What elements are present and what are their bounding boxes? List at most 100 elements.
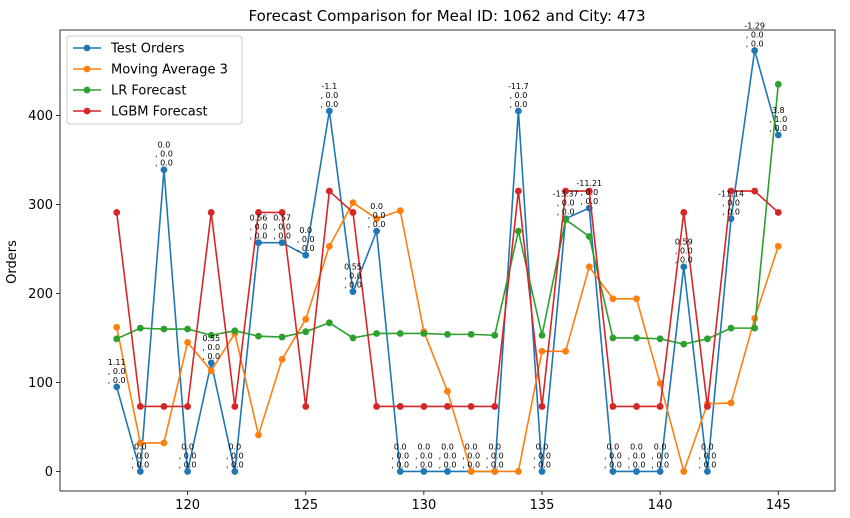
data-label-line: , 0.0 [486, 460, 504, 469]
data-label-line: , 0.0 [651, 460, 669, 469]
data-label-line: , 0.0 [557, 199, 575, 208]
y-tick-label: 0 [45, 465, 53, 480]
data-point [562, 347, 570, 355]
data-point [680, 340, 688, 348]
data-point [349, 334, 357, 342]
data-point [562, 187, 570, 195]
data-label-line: , 0.0 [368, 211, 386, 220]
data-point [396, 330, 404, 337]
data-label-line: , 0.0 [391, 460, 409, 469]
data-point [184, 403, 191, 410]
data-label: 1.11, 0.0, 0.0 [108, 358, 126, 385]
data-label: 0.0, 0.0, 0.0 [486, 442, 504, 469]
data-point [774, 242, 782, 250]
data-label: -1.29, 0.0, 0.0 [744, 21, 765, 48]
series-lr-forecast [113, 80, 782, 348]
data-point [325, 107, 333, 115]
legend-entry: Test Orders [73, 42, 185, 57]
data-label-line: 0.59 [675, 238, 693, 247]
data-point [278, 333, 286, 341]
data-point [467, 403, 475, 410]
data-point [113, 335, 121, 343]
data-point [444, 330, 451, 338]
data-label-line: , 0.0 [344, 272, 362, 281]
data-point [633, 334, 640, 342]
data-label-line: -1.1 [322, 82, 338, 91]
data-label-line: -11.21 [576, 179, 602, 188]
data-label: 0.0, 0.0, 0.0 [131, 442, 149, 469]
data-label-line: 0.0 [630, 442, 643, 451]
series-line [115, 190, 779, 408]
data-label-line: , 1.0 [769, 115, 787, 124]
legend-entry: LR Forecast [73, 84, 186, 99]
data-point [420, 330, 428, 337]
x-tick-label: 130 [411, 498, 436, 513]
data-label: -11.21, 0.0, 0.0 [576, 179, 602, 206]
legend-marker [83, 107, 91, 115]
data-point [302, 328, 310, 336]
data-label-line: , 0.0 [320, 91, 338, 100]
data-label-line: , 0.0 [391, 451, 409, 460]
data-label-line: , 0.0 [415, 451, 433, 460]
x-tick-label: 140 [648, 498, 673, 513]
data-point [231, 403, 239, 410]
data-point [538, 468, 546, 475]
data-label-line: 0.0 [701, 442, 714, 451]
data-point [727, 324, 735, 332]
x-tick-label: 125 [293, 498, 318, 513]
data-point [680, 209, 688, 216]
legend-entry: Moving Average 3 [73, 63, 228, 78]
data-label-line: 0.0 [418, 442, 431, 451]
data-point [184, 338, 191, 346]
data-point [349, 209, 357, 216]
data-label-line: , 0.0 [769, 124, 787, 133]
data-label: 0.0, 0.0, 0.0 [368, 202, 386, 229]
data-point [585, 233, 593, 240]
data-point [396, 468, 404, 475]
data-label-line: , 0.0 [439, 451, 457, 460]
data-label-line: 0.0 [394, 442, 407, 451]
data-point [491, 403, 499, 410]
data-point [514, 187, 522, 195]
data-label-line: , 0.0 [509, 91, 527, 100]
data-label-line: 0.0 [654, 442, 667, 451]
data-point [420, 468, 428, 475]
data-point [514, 468, 522, 475]
data-point [656, 379, 664, 387]
data-label-line: 0.0 [488, 442, 501, 451]
data-point [207, 359, 215, 367]
data-label-line: , 0.0 [557, 208, 575, 217]
data-point [373, 227, 381, 235]
data-label-line: 3.8 [772, 106, 785, 115]
data-label-line: , 0.0 [746, 30, 764, 39]
data-label: 0.55, 0.0, 0.0 [202, 334, 220, 361]
legend-label: LR Forecast [111, 84, 186, 99]
data-point [255, 332, 262, 340]
data-point [633, 403, 640, 410]
data-label-line: , 0.0 [533, 451, 551, 460]
data-point [704, 335, 711, 343]
y-tick-label: 200 [28, 287, 53, 302]
data-point [585, 187, 593, 195]
data-point [751, 187, 759, 195]
data-label-line: , 0.0 [415, 460, 433, 469]
data-label-line: , 0.0 [250, 232, 268, 241]
data-label-line: , 0.0 [273, 223, 291, 232]
legend-label: Moving Average 3 [111, 63, 228, 78]
data-label: 0.57, 0.0, 0.0 [273, 214, 291, 241]
data-label-line: -11.7 [508, 82, 529, 91]
data-point [302, 403, 310, 410]
annotations-layer: 1.11, 0.0, 0.00.0, 0.0, 0.00.0, 0.0, 0.0… [108, 21, 787, 469]
data-label-line: 0.55 [202, 334, 220, 343]
data-label-line: , 0.0 [486, 451, 504, 460]
data-label: 3.8, 1.0, 0.0 [769, 106, 787, 133]
data-point [727, 187, 735, 195]
data-label: 0.55, 0.0, 0.0 [344, 263, 362, 290]
data-label-line: 0.0 [134, 442, 147, 451]
legend-entry: LGBM Forecast [73, 105, 208, 120]
data-point [538, 347, 546, 355]
data-point [491, 331, 499, 339]
data-point [704, 468, 711, 475]
data-label-line: , 0.0 [344, 281, 362, 290]
